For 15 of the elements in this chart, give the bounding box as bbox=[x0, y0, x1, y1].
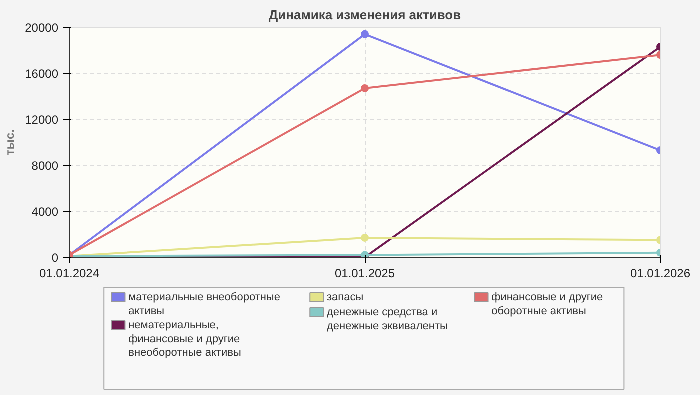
y-tick-label: 20000 bbox=[25, 21, 59, 35]
legend-label: финансовые и другие оборотные активы bbox=[492, 292, 604, 318]
y-tick-label: 8000 bbox=[32, 159, 59, 173]
y-axis-title: тыс. bbox=[3, 129, 18, 156]
x-tick-label: 01.01.2025 bbox=[334, 266, 396, 280]
y-tick-label: 4000 bbox=[32, 205, 59, 219]
y-tick-label: 16000 bbox=[25, 67, 59, 81]
legend-label: запасы bbox=[327, 292, 364, 304]
chart-title: Динамика изменения активов bbox=[268, 8, 462, 22]
y-tick-label: 12000 bbox=[25, 113, 59, 127]
y-tick-label: 0 bbox=[52, 251, 59, 265]
legend-label: денежные средства и денежные эквиваленты bbox=[327, 306, 448, 332]
legend-label: нематериальные, финансовые и другие внеоборотные активы bbox=[128, 320, 242, 360]
x-tick-label: 01.01.2024 bbox=[39, 266, 100, 280]
x-tick-label: 01.01.2026 bbox=[630, 266, 691, 280]
